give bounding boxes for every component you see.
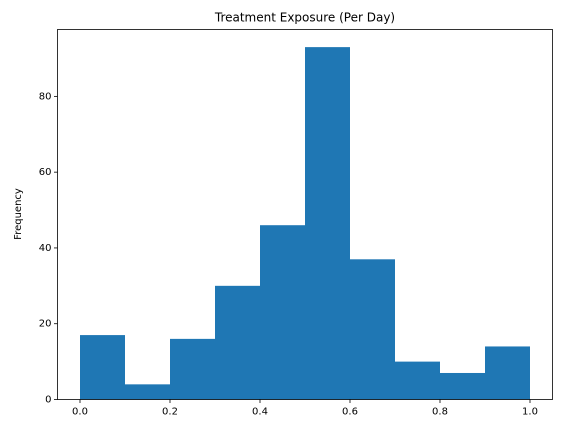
y-tick-label: 60 bbox=[39, 167, 52, 178]
bar bbox=[350, 259, 395, 400]
bar bbox=[485, 346, 530, 400]
bar bbox=[305, 47, 350, 400]
bar bbox=[215, 285, 260, 400]
chart-title: Treatment Exposure (Per Day) bbox=[214, 11, 395, 25]
x-tick-label: 1.0 bbox=[522, 407, 538, 418]
x-tick-label: 0.0 bbox=[72, 407, 88, 418]
x-tick-label: 0.8 bbox=[432, 407, 448, 418]
x-tick-label: 0.2 bbox=[162, 407, 178, 418]
bar bbox=[80, 335, 125, 400]
bar bbox=[440, 372, 485, 400]
axes-frame bbox=[57, 29, 553, 400]
y-tick-label: 80 bbox=[39, 91, 52, 102]
y-tick-label: 0 bbox=[45, 395, 51, 406]
y-tick-label: 20 bbox=[39, 319, 52, 330]
y-tick-label: 40 bbox=[39, 243, 52, 254]
x-tick-label: 0.6 bbox=[342, 407, 358, 418]
bar bbox=[260, 225, 305, 400]
y-axis-label: Frequency bbox=[13, 188, 24, 240]
bar bbox=[395, 361, 440, 400]
plot-area bbox=[80, 47, 530, 400]
x-tick-label: 0.4 bbox=[252, 407, 268, 418]
bar bbox=[125, 384, 170, 400]
bar bbox=[170, 338, 215, 400]
